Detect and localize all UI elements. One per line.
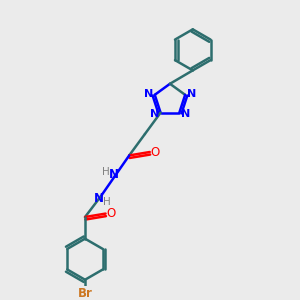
Text: N: N (181, 109, 190, 119)
Text: N: N (144, 89, 153, 99)
Text: N: N (109, 168, 118, 181)
Text: O: O (106, 207, 116, 220)
Text: N: N (150, 109, 159, 119)
Text: O: O (151, 146, 160, 158)
Text: N: N (94, 192, 104, 205)
Text: N: N (187, 89, 196, 99)
Text: Br: Br (78, 287, 92, 300)
Text: H: H (102, 167, 110, 177)
Text: H: H (103, 196, 111, 207)
